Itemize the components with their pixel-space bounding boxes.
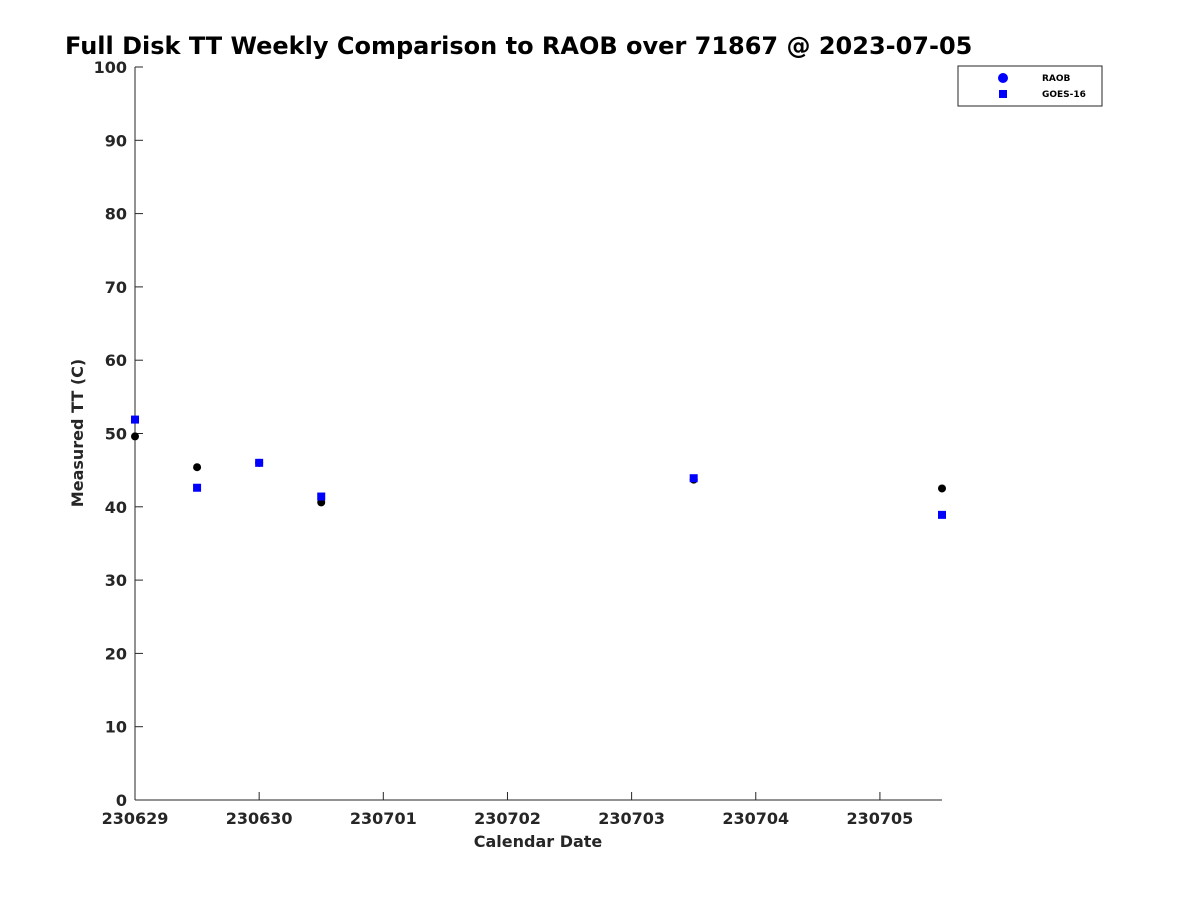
goes16-point (193, 483, 202, 492)
y-tick-label: 20 (105, 644, 127, 663)
goes16-point (938, 510, 946, 519)
data-marks (131, 415, 946, 519)
legend-label: RAOB (1042, 74, 1071, 84)
y-tick-label: 50 (105, 425, 127, 444)
raob-point (193, 463, 202, 472)
x-tick-label: 230702 (474, 809, 541, 828)
goes16-point (317, 492, 326, 501)
legend-marker-goes16 (999, 90, 1007, 98)
y-tick-label: 30 (105, 571, 127, 590)
x-tick-label: 230630 (226, 809, 293, 828)
axes: 0 10 20 30 40 50 60 70 80 90 100 230629 230630 230701… (94, 58, 942, 828)
legend: RAOB GOES-16 (957, 65, 1103, 107)
chart-title: Full Disk TT Weekly Comparison to RAOB o… (65, 32, 972, 60)
y-tick-label: 80 (105, 205, 127, 224)
goes16-point (689, 474, 698, 483)
x-tick-label: 230705 (847, 809, 914, 828)
y-tick-label: 70 (105, 278, 127, 297)
x-tick-label: 230629 (102, 809, 169, 828)
y-tick-label: 100 (94, 58, 127, 77)
raob-point (131, 432, 139, 441)
goes16-point (255, 458, 264, 467)
y-tick-label: 90 (105, 131, 127, 150)
legend-box (957, 65, 1103, 107)
x-tick-label: 230703 (598, 809, 665, 828)
y-tick-label: 40 (105, 498, 127, 517)
legend-label: GOES-16 (1042, 90, 1086, 100)
y-axis-label: Measured TT (C) (68, 359, 87, 507)
y-tick-label: 10 (105, 718, 127, 737)
raob-point (938, 484, 946, 493)
x-tick-label: 230704 (722, 809, 789, 828)
y-tick-label: 60 (105, 351, 127, 370)
y-tick-label: 0 (116, 791, 127, 810)
x-tick-label: 230701 (350, 809, 417, 828)
goes16-point (131, 415, 139, 424)
legend-marker-raob (998, 73, 1008, 83)
x-axis-label: Calendar Date (474, 832, 603, 851)
